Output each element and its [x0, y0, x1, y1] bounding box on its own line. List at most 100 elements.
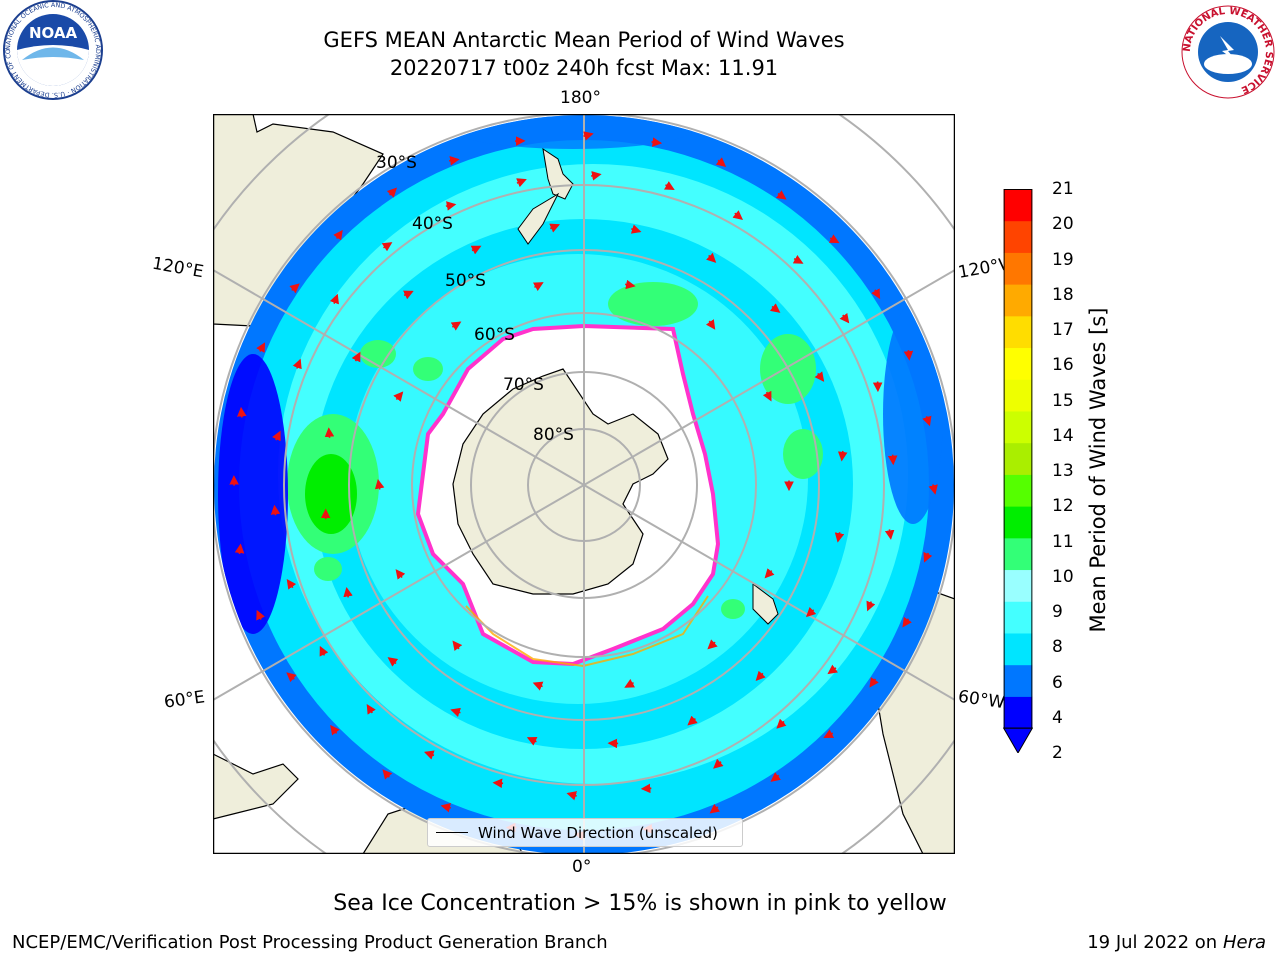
antarctica-land: [452, 368, 669, 595]
wind-arrow: [381, 242, 393, 252]
lon-label-120e: 120°E: [150, 253, 206, 283]
lon-label-180: 180°: [560, 88, 601, 108]
chart-title: GEFS MEAN Antarctic Mean Period of Wind …: [323, 28, 845, 52]
lat-label-40s: 40°S: [412, 214, 453, 234]
wind-arrow: [272, 430, 281, 442]
wind-arrow: [805, 606, 817, 618]
wind-arrow: [776, 190, 787, 200]
wind-arrow: [329, 293, 339, 305]
legend-label: Wind Wave Direction (unscaled): [478, 823, 718, 842]
wind-arrow: [516, 178, 527, 188]
wind-arrow: [366, 703, 376, 715]
wind-arrow: [902, 616, 912, 628]
svg-text:NOAA: NOAA: [29, 24, 78, 42]
wind-arrow: [624, 678, 635, 688]
wind-arrow: [286, 578, 297, 590]
polar-map: 30°S 40°S 50°S 60°S 70°S 80°S: [213, 114, 955, 854]
wind-arrow: [769, 303, 781, 313]
wind-arrow: [470, 245, 482, 255]
wind-arrow: [423, 750, 435, 760]
colorbar-tick-label: 17: [1052, 320, 1074, 340]
wind-arrow: [382, 769, 393, 780]
wind-arrow: [923, 551, 933, 563]
wind-arrow: [814, 371, 825, 382]
sea-ice-note: Sea Ice Concentration > 15% is shown in …: [333, 891, 947, 916]
wind-arrow: [866, 600, 876, 612]
legend-line-swatch: [436, 832, 468, 833]
wind-arrow: [292, 358, 302, 370]
wind-arrow: [330, 724, 340, 736]
wind-arrow: [762, 390, 772, 402]
wind-arrow: [395, 569, 406, 580]
wind-arrow: [828, 234, 840, 244]
wind-arrow: [839, 312, 850, 324]
wind-arrow: [651, 137, 663, 147]
colorbar-extend-triangle: [1003, 727, 1033, 753]
latitude-labels: 30°S 40°S 50°S 60°S 70°S 80°S: [376, 153, 574, 445]
footer-credit: NCEP/EMC/Verification Post Processing Pr…: [12, 932, 608, 953]
wind-arrow: [440, 802, 452, 813]
colorbar-band: [1003, 633, 1033, 666]
colorbar-band: [1003, 220, 1033, 253]
wind-arrow: [884, 529, 895, 540]
wind-arrow: [625, 279, 636, 290]
footer-date: 19 Jul 2022 on Hera: [1087, 932, 1266, 953]
wind-arrow: [566, 791, 578, 801]
wind-arrow: [237, 406, 247, 418]
wind-arrow: [707, 639, 718, 650]
wind-arrow: [319, 645, 329, 657]
wind-arrow: [776, 718, 787, 729]
wind-arrow: [887, 454, 898, 466]
colorbar-band: [1003, 315, 1033, 349]
lat-label-70s: 70°S: [503, 375, 544, 395]
wind-arrow: [526, 736, 538, 746]
wind-arrow: [374, 479, 385, 490]
wind-arrow: [591, 171, 602, 181]
wind-arrow: [664, 181, 675, 190]
wind-arrow: [402, 290, 414, 300]
nws-logo: NATIONAL WEATHER SERVICE: [1181, 5, 1275, 99]
wind-arrow: [715, 157, 727, 168]
colorbar-tick-label: 16: [1052, 355, 1074, 376]
wind-arrow: [755, 670, 766, 682]
colorbar-band: [1003, 474, 1033, 507]
lat-label-80s: 80°S: [533, 425, 574, 445]
wind-arrow: [827, 664, 839, 675]
wind-arrow: [532, 681, 544, 691]
wind-arrow: [450, 707, 461, 718]
colorbar-tick-label: 18: [1052, 284, 1074, 305]
map-legend: Wind Wave Direction (unscaled): [427, 818, 743, 847]
wind-arrow: [903, 350, 914, 361]
colorbar-band: [1003, 347, 1033, 380]
wind-arrow: [837, 450, 848, 462]
wind-arrow: [732, 210, 744, 220]
colorbar-tick-label: 13: [1052, 461, 1074, 481]
wind-arrow: [452, 640, 463, 651]
wind-arrow: [630, 224, 642, 234]
graticule: [213, 114, 955, 854]
wind-arrow: [445, 201, 457, 211]
lat-label-50s: 50°S: [445, 271, 486, 291]
wind-arrow: [286, 672, 297, 683]
wind-arrow: [256, 342, 266, 353]
wind-arrow: [333, 229, 343, 241]
colorbar-band: [1003, 664, 1033, 697]
wind-arrow: [764, 568, 775, 579]
colorbar-tick-label: 15: [1052, 390, 1074, 411]
wind-arrow: [709, 803, 721, 814]
colorbar-border: [1003, 189, 1033, 729]
colorbar-band: [1003, 601, 1033, 634]
colorbar-tick-label: 20: [1052, 214, 1074, 235]
wind-arrow: [583, 131, 594, 141]
wind-arrow: [289, 283, 300, 294]
colorbar-tick-label: 14: [1052, 425, 1074, 446]
wind-arrow: [270, 504, 281, 516]
colorbar-tick-label: 4: [1052, 707, 1063, 728]
colorbar-band: [1003, 252, 1033, 285]
wind-arrow: [256, 609, 266, 621]
lon-label-0: 0°: [572, 857, 592, 877]
wind-arrow: [450, 321, 462, 331]
colorbar-band: [1003, 537, 1033, 571]
wind-arrow: [387, 657, 399, 667]
lat-label-30s: 30°S: [376, 153, 417, 173]
